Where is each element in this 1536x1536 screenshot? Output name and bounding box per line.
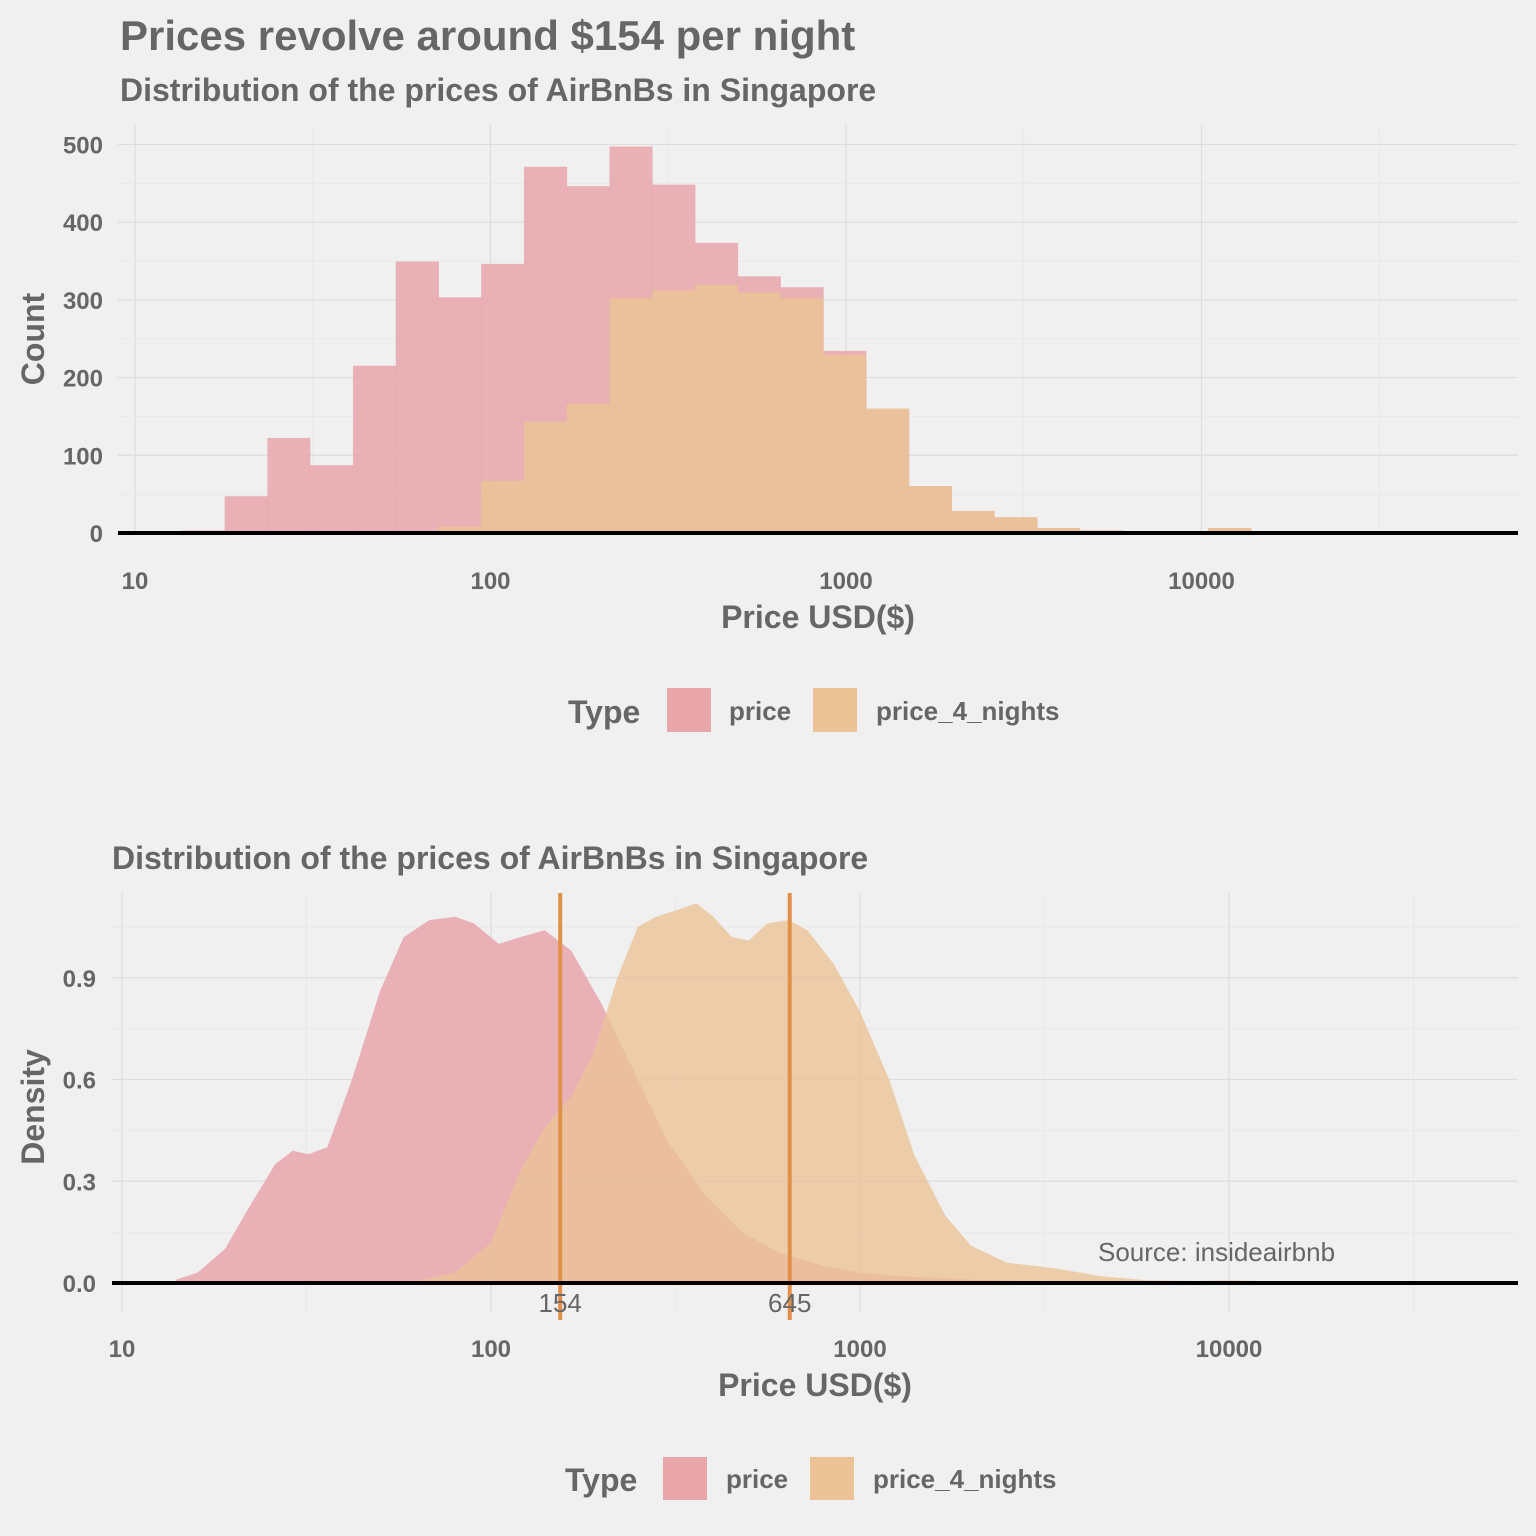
histogram-bar-price-4-nights	[865, 408, 910, 534]
legend-swatch-price-4-nights	[813, 688, 857, 732]
density-chart-title: Distribution of the prices of AirBnBs in…	[112, 840, 868, 876]
legend-label-price: price	[726, 1464, 788, 1494]
y-tick-label: 300	[63, 288, 103, 315]
y-tick-label: 0.6	[63, 1068, 96, 1095]
histogram-bar-price-4-nights	[780, 298, 824, 534]
x-tick-label: 100	[470, 568, 510, 595]
histogram-x-axis-label: Price USD($)	[721, 599, 915, 635]
legend-label-price: price	[729, 696, 791, 726]
histogram-y-axis-label: Count	[15, 292, 51, 385]
histogram-y-ticks: 0 100 200 300 400 500	[63, 132, 103, 548]
histogram-bar-price-4-nights	[908, 486, 953, 534]
y-tick-label: 200	[63, 366, 103, 393]
source-annotation: Source: insideairbnb	[1098, 1237, 1335, 1267]
chart-title: Prices revolve around $154 per night	[120, 12, 855, 59]
y-tick-label: 100	[63, 443, 103, 470]
histogram-bar-price-4-nights	[994, 517, 1038, 534]
density-areas	[175, 903, 1487, 1283]
legend-swatch-price	[663, 1457, 707, 1500]
chart-subtitle: Distribution of the prices of AirBnBs in…	[120, 72, 876, 108]
histogram-legend: Type price price_4_nights	[568, 688, 1060, 732]
density-vlines	[558, 893, 792, 1320]
x-tick-label: 1000	[833, 1336, 886, 1363]
histogram-bars	[182, 146, 1252, 534]
density-x-ticks: 10 100 1000 10000	[109, 1336, 1263, 1363]
vline-label-645: 645	[768, 1288, 811, 1318]
y-tick-label: 0	[90, 521, 103, 548]
histogram-bar-price-4-nights	[481, 480, 525, 534]
y-tick-label: 0.0	[63, 1271, 96, 1298]
density-y-axis-label: Density	[15, 1049, 51, 1165]
histogram-bar-price	[352, 365, 397, 534]
density-legend: Type price price_4_nights	[565, 1457, 1057, 1500]
density-vline-labels: 154 645	[538, 1288, 811, 1318]
density-area-price	[175, 916, 1487, 1283]
y-tick-label: 500	[63, 132, 103, 159]
histogram-panel: Prices revolve around $154 per night Dis…	[15, 12, 1518, 732]
histogram-bar-price-4-nights	[951, 510, 995, 534]
histogram-bar-price	[309, 465, 354, 534]
x-tick-label: 1000	[819, 568, 872, 595]
histogram-bar-price-4-nights	[737, 292, 781, 534]
histogram-bar-price-4-nights	[523, 421, 568, 534]
histogram-bar-price	[267, 437, 311, 534]
x-tick-label: 100	[471, 1336, 511, 1363]
histogram-bar-price-4-nights	[609, 298, 653, 534]
legend-title: Type	[565, 1462, 637, 1498]
legend-swatch-price	[667, 688, 711, 732]
density-x-axis-label: Price USD($)	[718, 1367, 912, 1403]
histogram-bar-price	[395, 261, 440, 534]
legend-label-price-4-nights: price_4_nights	[876, 696, 1060, 726]
histogram-bar-price	[224, 496, 268, 534]
y-tick-label: 0.9	[63, 966, 96, 993]
y-tick-label: 400	[63, 210, 103, 237]
histogram-bar-price	[438, 297, 482, 534]
density-panel: Distribution of the prices of AirBnBs in…	[15, 840, 1518, 1500]
density-area-price-4-nights	[344, 903, 1487, 1283]
x-tick-label: 10	[122, 568, 149, 595]
legend-label-price-4-nights: price_4_nights	[873, 1464, 1057, 1494]
histogram-bar-price-4-nights	[566, 403, 610, 534]
histogram-x-ticks: 10 100 1000 10000	[122, 568, 1235, 595]
x-tick-label: 10000	[1168, 568, 1235, 595]
legend-swatch-price-4-nights	[810, 1457, 854, 1500]
density-y-ticks: 0.0 0.3 0.6 0.9	[63, 966, 96, 1298]
histogram-bar-price-4-nights	[694, 284, 739, 534]
x-tick-label: 10	[109, 1336, 136, 1363]
x-tick-label: 10000	[1196, 1336, 1263, 1363]
y-tick-label: 0.3	[63, 1169, 96, 1196]
histogram-bar-price-4-nights	[652, 290, 696, 534]
histogram-bar-price-4-nights	[823, 354, 867, 534]
vline-label-154: 154	[538, 1288, 581, 1318]
legend-title: Type	[568, 694, 640, 730]
